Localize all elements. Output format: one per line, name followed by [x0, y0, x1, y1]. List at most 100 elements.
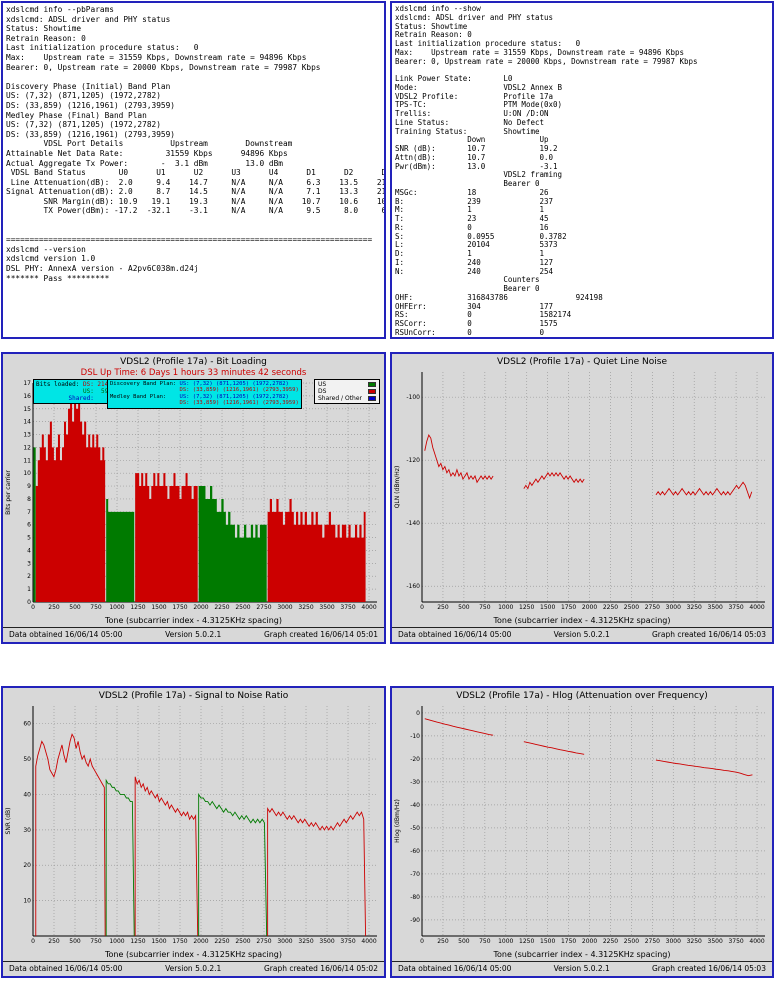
svg-text:2750: 2750 — [645, 604, 660, 611]
svg-text:0: 0 — [31, 604, 35, 611]
svg-text:1250: 1250 — [130, 938, 145, 945]
svg-text:3250: 3250 — [687, 938, 702, 945]
legend-label: DS — [318, 388, 327, 395]
terminal-line: N: 240 254 — [395, 266, 554, 276]
svg-text:13: 13 — [23, 432, 31, 439]
terminal-line: Line Attenuation(dB): 2.0 9.4 14.7 N/A N… — [6, 177, 386, 187]
terminal-line: Bearer: 0, Upstream rate = 20000 Kbps, D… — [395, 56, 698, 66]
terminal-line: xdslcmd info --show — [395, 4, 481, 13]
terminal-line: DS: (33,859) (1216,1961) (2793,3959) — [6, 129, 175, 139]
svg-text:1250: 1250 — [130, 604, 145, 611]
svg-text:8: 8 — [27, 496, 31, 503]
svg-text:1: 1 — [27, 586, 31, 593]
svg-text:10: 10 — [23, 898, 31, 905]
terminal-line: OHFErr: 304 177 — [395, 301, 554, 311]
bit-loading-chart-svg: 0 250 500 750 1000 1250 1500 1750 2000 2250 2500 27… — [5, 380, 377, 611]
chart-title: VDSL2 (Profile 17a) - Signal to Noise Ra… — [98, 691, 289, 701]
svg-text:-160: -160 — [406, 583, 420, 590]
svg-text:0: 0 — [31, 938, 35, 945]
svg-text:-70: -70 — [410, 871, 420, 878]
terminal-line: Down Up — [395, 135, 549, 145]
terminal-line — [6, 226, 381, 236]
svg-text:750: 750 — [90, 938, 102, 945]
terminal-line: Retrain Reason: 0 — [6, 33, 86, 43]
svg-text:2250: 2250 — [214, 604, 229, 611]
chart-title: VDSL2 (Profile 17a) - Bit Loading — [120, 357, 267, 367]
terminal-line: Attn(dB): 10.7 0.0 — [395, 152, 554, 162]
chart-footer: Data obtained 16/06/14 05:00 Version 5.0… — [3, 627, 384, 642]
terminal-line: VDSL Port Details Upstream Downstream — [6, 139, 293, 149]
terminal-line: Trellis: U:ON /D:ON — [395, 109, 549, 118]
svg-text:750: 750 — [90, 604, 102, 611]
svg-text:-90: -90 — [410, 917, 420, 924]
svg-text:3250: 3250 — [687, 604, 702, 611]
terminal-line: Counters — [395, 275, 540, 285]
x-axis-label: Tone (subcarrier index - 4.3125KHz spaci… — [104, 616, 282, 625]
terminal-line: Max: Upstream rate = 31559 Kbps, Downstr… — [395, 47, 684, 57]
svg-text:2500: 2500 — [624, 604, 639, 611]
terminal-line: xdslcmd info --pbParams — [6, 5, 114, 14]
terminal-line: Last initialization procedure status: 0 — [6, 43, 199, 53]
svg-text:10: 10 — [23, 470, 31, 477]
svg-text:2750: 2750 — [256, 604, 271, 611]
svg-text:0: 0 — [420, 938, 424, 945]
svg-text:9: 9 — [27, 483, 31, 490]
terminal-line: Link Power State: L0 — [395, 74, 513, 83]
svg-text:4000: 4000 — [361, 938, 376, 945]
band-plan-row: DS: (33,859) (1216,1961) (2793,3959) — [179, 400, 299, 407]
svg-text:2250: 2250 — [214, 938, 229, 945]
svg-text:250: 250 — [48, 604, 60, 611]
data-obtained-text: Data obtained 16/06/14 05:00 — [9, 630, 123, 639]
graph-created-text: Graph created 16/06/14 05:03 — [651, 964, 766, 973]
svg-text:2000: 2000 — [193, 604, 208, 611]
legend-swatch — [368, 389, 376, 394]
terminal-line: TX Power(dBm): -17.2 -32.1 -3.1 N/A N/A … — [6, 206, 386, 216]
svg-text:4000: 4000 — [361, 604, 376, 611]
terminal-line: Signal Attenuation(dB): 2.0 8.7 14.5 N/A… — [6, 187, 386, 197]
terminal-line: Medley Phase (Final) Band Plan — [6, 110, 147, 120]
svg-text:250: 250 — [437, 604, 449, 611]
terminal-line: Pwr(dBm): 13.0 -3.1 — [395, 161, 558, 171]
svg-text:7: 7 — [27, 509, 31, 516]
svg-text:2: 2 — [27, 573, 31, 580]
svg-text:-120: -120 — [406, 457, 420, 464]
svg-text:-140: -140 — [406, 520, 420, 527]
svg-text:250: 250 — [437, 938, 449, 945]
svg-text:3250: 3250 — [298, 938, 313, 945]
terminal-line: xdslcmd: ADSL driver and PHY status — [6, 14, 171, 24]
svg-text:2250: 2250 — [603, 604, 618, 611]
terminal-line: ========================================… — [6, 235, 373, 245]
svg-text:1750: 1750 — [172, 938, 187, 945]
terminal-line: MSGc: 18 26 — [395, 187, 549, 197]
terminal-line: VDSL2 framing — [395, 170, 563, 180]
svg-text:17: 17 — [23, 380, 31, 387]
svg-text:3500: 3500 — [319, 938, 334, 945]
terminal-line: Status: Showtime — [6, 24, 82, 34]
svg-text:4000: 4000 — [749, 938, 764, 945]
terminal-line: M: 1 1 — [395, 205, 545, 215]
legend-swatch — [368, 396, 376, 401]
bits-loaded-box: Bits loaded: DS: 21478 US: 5962 Shared: … — [33, 379, 119, 404]
terminal-line: Max: Upstream rate = 31559 Kbps, Downstr… — [6, 52, 307, 62]
svg-text:0: 0 — [27, 599, 31, 606]
terminal-line: Retrain Reason: 0 — [395, 30, 472, 40]
svg-text:3500: 3500 — [319, 604, 334, 611]
svg-text:1500: 1500 — [540, 604, 555, 611]
terminal-line: RSUnCorr: 0 0 — [395, 327, 545, 337]
terminal-line: Bearer: 0, Upstream rate = 20000 Kbps, D… — [6, 62, 321, 72]
svg-text:-20: -20 — [410, 756, 420, 763]
plot-area: 0 250 500 750 1000 1250 1500 1750 2000 2250 2500 27… — [3, 378, 384, 615]
terminal-line: Line Status: No Defect — [395, 117, 545, 127]
svg-text:-100: -100 — [406, 394, 420, 401]
svg-text:SNR (dB): SNR (dB) — [5, 808, 12, 835]
terminal-line: S: 0.0955 0.3782 — [395, 231, 567, 241]
svg-text:2000: 2000 — [582, 938, 597, 945]
bit-loading-chart-panel: VDSL2 (Profile 17a) - Bit Loading DSL Up… — [1, 352, 386, 644]
svg-text:3000: 3000 — [666, 604, 681, 611]
terminal-line: TPS-TC: PTM Mode(0x0) — [395, 100, 563, 110]
hlog-chart-panel: VDSL2 (Profile 17a) - Hlog (Attenuation … — [390, 686, 774, 978]
chart-legend: US DS Shared / Other — [314, 379, 380, 404]
dsl-uptime-text: DSL Up Time: 6 Days 1 hours 33 minutes 4… — [80, 368, 307, 378]
data-obtained-text: Data obtained 16/06/14 05:00 — [398, 630, 512, 639]
terminal-line: RS: 0 1582174 — [395, 310, 572, 320]
